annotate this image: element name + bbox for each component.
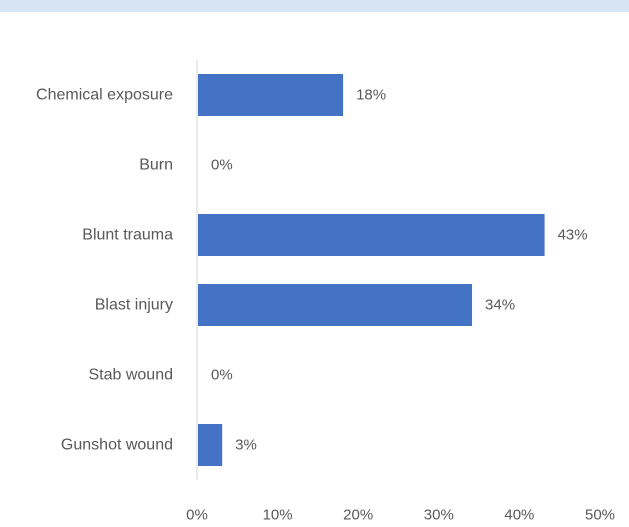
category-label-chemical-exposure: Chemical exposure: [36, 87, 173, 104]
x-tick-label: 30%: [424, 507, 454, 524]
value-label-burn: 0%: [211, 157, 233, 174]
value-label-stab-wound: 0%: [211, 367, 233, 384]
x-tick-label: 10%: [263, 507, 293, 524]
category-label-blunt-trauma: Blunt trauma: [82, 227, 173, 244]
bar-chemical-exposure: [198, 74, 344, 116]
x-tick-label: 40%: [504, 507, 534, 524]
category-label-burn: Burn: [139, 157, 173, 174]
x-tick-labels-group: 0% 10% 20% 30% 40% 50%: [186, 507, 615, 524]
category-labels-group: Chemical exposure Burn Blunt trauma Blast i…: [36, 87, 173, 454]
title-strip: [0, 0, 629, 12]
bar-gunshot-wound: [198, 424, 223, 466]
bar-blast-injury: [198, 284, 473, 326]
x-tick-label: 20%: [343, 507, 373, 524]
value-labels-group: 18% 0% 43% 34% 0% 3%: [211, 87, 588, 454]
category-label-blast-injury: Blast injury: [95, 297, 173, 314]
bar-blunt-trauma: [198, 214, 545, 256]
value-label-gunshot-wound: 3%: [235, 437, 257, 454]
value-label-chemical-exposure: 18%: [356, 87, 386, 104]
x-tick-label: 0%: [186, 507, 208, 524]
x-tick-label: 50%: [585, 507, 615, 524]
value-label-blast-injury: 34%: [485, 297, 515, 314]
category-label-stab-wound: Stab wound: [88, 367, 173, 384]
value-label-blunt-trauma: 43%: [558, 227, 588, 244]
category-label-gunshot-wound: Gunshot wound: [61, 437, 173, 454]
bars-group: [198, 74, 545, 466]
